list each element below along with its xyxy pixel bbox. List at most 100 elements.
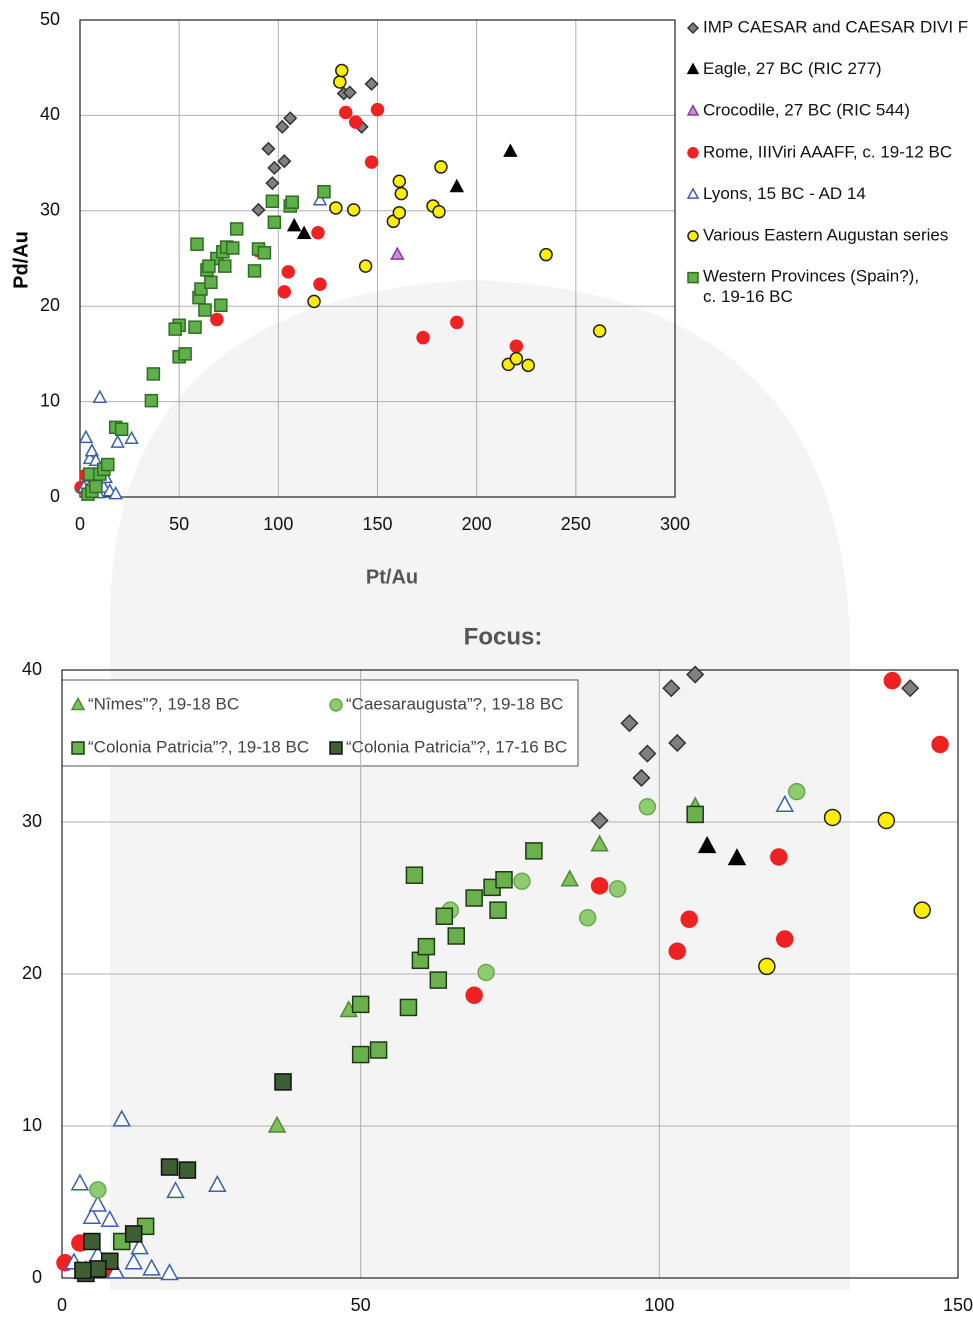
- point: [247, 264, 262, 278]
- legend-marker: [329, 741, 343, 755]
- point: [776, 930, 794, 948]
- point: [447, 927, 465, 945]
- y-tick-label: 0: [50, 486, 60, 506]
- point: [88, 1194, 108, 1212]
- point: [348, 115, 363, 129]
- point: [697, 835, 717, 854]
- point: [913, 901, 931, 919]
- point: [286, 217, 302, 232]
- point: [521, 358, 535, 373]
- point: [144, 393, 159, 408]
- point: [267, 160, 282, 175]
- point: [114, 422, 129, 437]
- point: [101, 457, 115, 472]
- point: [92, 389, 108, 404]
- point: [100, 1209, 120, 1227]
- point: [394, 186, 409, 201]
- point: [317, 184, 331, 199]
- point: [229, 222, 244, 236]
- point: [277, 285, 292, 299]
- point: [392, 205, 407, 220]
- point: [313, 277, 327, 292]
- x-tick-label: 100: [644, 1295, 674, 1315]
- point: [416, 330, 430, 345]
- point: [84, 443, 100, 457]
- point: [74, 1261, 92, 1280]
- point: [166, 1180, 185, 1199]
- watermark: [110, 280, 850, 1290]
- point: [405, 866, 424, 884]
- legend-label: Eagle, 27 BC (RIC 277): [703, 59, 882, 78]
- point: [686, 665, 705, 684]
- legend-marker: [687, 230, 699, 242]
- point: [513, 872, 531, 891]
- point: [202, 259, 216, 273]
- point: [265, 176, 280, 191]
- y-axis-label: Pd/Au: [10, 231, 32, 289]
- point: [770, 848, 788, 866]
- legend-marker: [686, 187, 700, 199]
- point: [130, 1237, 149, 1255]
- x-tick-label: 250: [561, 514, 591, 534]
- point: [89, 479, 103, 494]
- point: [267, 1115, 287, 1133]
- point: [89, 1181, 107, 1199]
- point: [307, 294, 321, 309]
- point: [142, 1258, 161, 1276]
- point: [267, 215, 282, 229]
- legend-label: Western Provinces (Spain?), c. 19-16 BC: [703, 267, 919, 306]
- point: [281, 265, 295, 279]
- point: [495, 871, 513, 889]
- point: [146, 367, 161, 381]
- legend-marker: [686, 62, 700, 75]
- legend-label: “Colonia Patricia”?, 19-18 BC: [88, 737, 309, 756]
- point: [89, 1260, 107, 1278]
- x-tick-label: 200: [462, 514, 492, 534]
- plot-frame: [79, 19, 676, 498]
- point: [435, 907, 454, 925]
- legend-label: Rome, IIIViri AAAFF, c. 19-12 BC: [703, 142, 952, 161]
- focus-title: Focus:: [464, 623, 543, 650]
- legend-label: Crocodile, 27 BC (RIC 544): [703, 101, 910, 120]
- point: [638, 798, 657, 816]
- point: [578, 909, 597, 927]
- point: [251, 202, 266, 217]
- point: [358, 259, 373, 273]
- point: [877, 811, 896, 830]
- legend-label: Various Eastern Augustan series: [703, 225, 948, 244]
- point: [432, 205, 446, 219]
- legend-marker: [686, 21, 700, 35]
- point: [465, 889, 483, 907]
- point: [620, 714, 639, 733]
- point: [218, 259, 232, 273]
- point: [160, 1158, 179, 1176]
- legend-marker: [70, 696, 86, 711]
- point: [668, 733, 687, 753]
- point: [477, 963, 495, 982]
- x-tick-label: 100: [263, 514, 293, 534]
- point: [592, 324, 607, 338]
- point: [525, 842, 543, 860]
- point: [390, 246, 405, 260]
- legend-marker: [686, 104, 700, 116]
- point: [727, 848, 747, 866]
- point: [88, 452, 104, 466]
- point: [364, 76, 379, 91]
- point: [124, 430, 139, 445]
- point: [257, 246, 272, 260]
- point: [312, 192, 328, 206]
- point: [351, 1045, 370, 1064]
- point: [168, 322, 182, 336]
- legend-marker: [329, 698, 343, 712]
- point: [392, 174, 407, 188]
- point: [108, 485, 123, 500]
- plot-frame: [61, 669, 959, 1279]
- point: [112, 1109, 131, 1127]
- point: [346, 203, 361, 217]
- point: [106, 1261, 126, 1279]
- legend-marker: [687, 147, 699, 159]
- point: [204, 275, 218, 290]
- point: [265, 194, 280, 209]
- point: [787, 782, 806, 801]
- point: [632, 768, 651, 787]
